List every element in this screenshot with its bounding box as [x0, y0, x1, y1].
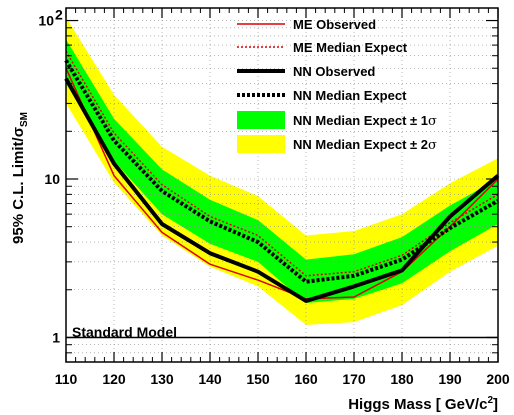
y-axis-title-main: 95% C.L. Limit/σ	[10, 127, 27, 244]
legend-label-me-median-expect: ME Median Expect	[293, 40, 408, 55]
band-1	[66, 39, 498, 304]
y-tick-label-1: 10	[44, 171, 60, 187]
legend-label-one-sigma-main: NN Median Expect ± 1	[293, 113, 428, 128]
x-tick-label-6: 170	[342, 371, 366, 387]
series-line-1	[65, 50, 499, 277]
x-axis-title-tail: ]	[493, 396, 498, 413]
legend-label-two-sigma-symbol: σ	[428, 138, 437, 153]
x-tick-label-5: 160	[294, 371, 318, 387]
legend-label-one-sigma-symbol: σ	[428, 114, 437, 129]
x-tick-label-4: 150	[246, 371, 270, 387]
legend-label-one-sigma: NN Median Expect ± 1σ	[293, 113, 437, 129]
y-axis-title: 95% C.L. Limit/σSM	[10, 112, 30, 244]
legend-label-me-observed: ME Observed	[293, 17, 376, 32]
x-axis-title-sup: 2	[487, 395, 493, 406]
ticks-layer	[65, 8, 499, 363]
legend: ME Observed ME Median Expect NN Observed…	[237, 17, 437, 153]
x-tick-label-3: 140	[198, 371, 222, 387]
series-layer	[64, 50, 500, 303]
standard-model-label: Standard Model	[72, 324, 177, 340]
y-tick-label-sup-2: 2	[55, 7, 63, 23]
x-tick-label-7: 180	[390, 371, 414, 387]
legend-label-nn-median-expect: NN Median Expect	[293, 88, 407, 103]
legend-label-two-sigma: NN Median Expect ± 2σ	[293, 137, 437, 153]
legend-label-nn-observed: NN Observed	[293, 64, 375, 79]
y-tick-label-2: 10	[38, 13, 54, 29]
series-line-0	[65, 67, 499, 300]
x-tick-labels: 110 120 130 140 150 160 170 180 190 200	[55, 371, 510, 387]
y-tick-label-0: 1	[52, 329, 60, 345]
x-axis-title-main: Higgs Mass [ GeV/c	[348, 396, 487, 413]
x-tick-label-9: 200	[486, 371, 510, 387]
x-tick-label-0: 110	[55, 371, 78, 387]
x-axis-title: Higgs Mass [ GeV/c2]	[348, 395, 498, 413]
legend-swatch-one-sigma	[237, 111, 285, 129]
plot-frame	[65, 7, 499, 363]
bands-layer	[66, 17, 498, 325]
x-tick-label-2: 130	[150, 371, 174, 387]
legend-label-two-sigma-main: NN Median Expect ± 2	[293, 137, 428, 152]
x-tick-label-1: 120	[102, 371, 126, 387]
legend-swatch-two-sigma	[237, 135, 285, 153]
x-tick-label-8: 190	[438, 371, 462, 387]
series-line-2	[64, 77, 500, 303]
y-axis-title-sub: SM	[19, 112, 30, 127]
